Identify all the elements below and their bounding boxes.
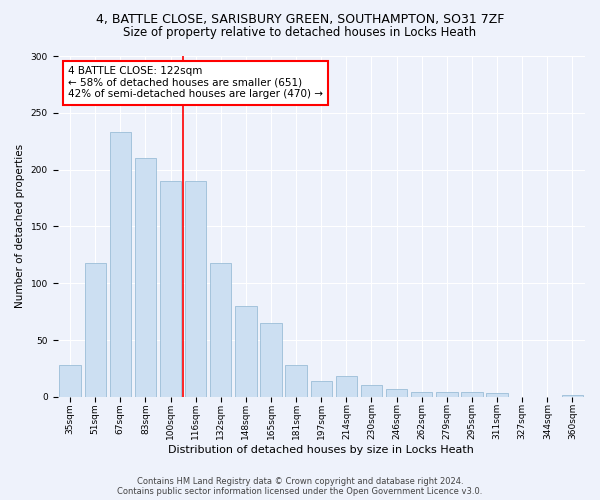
Bar [386,389,407,397]
Bar [461,392,482,397]
Bar [210,263,232,397]
Bar [135,158,156,397]
Bar [59,365,81,397]
Bar [311,381,332,397]
Text: 4 BATTLE CLOSE: 122sqm
← 58% of detached houses are smaller (651)
42% of semi-de: 4 BATTLE CLOSE: 122sqm ← 58% of detached… [68,66,323,100]
X-axis label: Distribution of detached houses by size in Locks Heath: Distribution of detached houses by size … [169,445,474,455]
Bar [185,181,206,397]
Text: Contains HM Land Registry data © Crown copyright and database right 2024.
Contai: Contains HM Land Registry data © Crown c… [118,476,482,496]
Bar [286,365,307,397]
Bar [160,181,181,397]
Bar [336,376,357,397]
Text: Size of property relative to detached houses in Locks Heath: Size of property relative to detached ho… [124,26,476,39]
Bar [411,392,433,397]
Text: 4, BATTLE CLOSE, SARISBURY GREEN, SOUTHAMPTON, SO31 7ZF: 4, BATTLE CLOSE, SARISBURY GREEN, SOUTHA… [96,12,504,26]
Bar [260,323,282,397]
Bar [85,263,106,397]
Bar [361,386,382,397]
Bar [562,394,583,397]
Bar [235,306,257,397]
Bar [436,392,458,397]
Y-axis label: Number of detached properties: Number of detached properties [15,144,25,308]
Bar [110,132,131,397]
Bar [487,394,508,397]
